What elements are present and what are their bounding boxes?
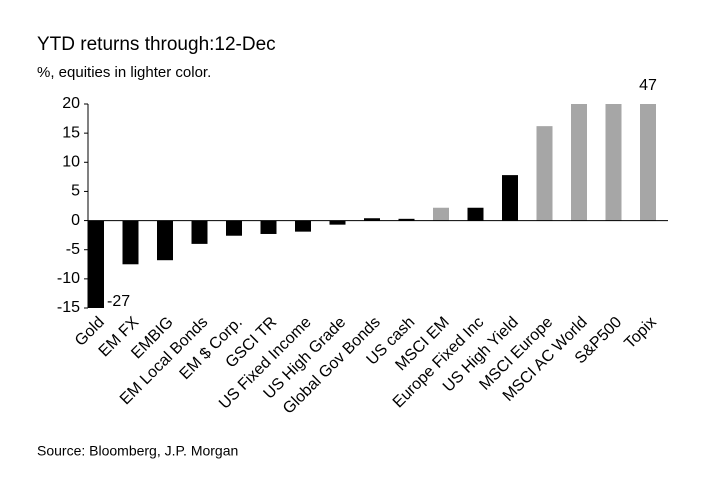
bar	[571, 104, 587, 221]
bar	[433, 207, 449, 221]
bar	[295, 220, 311, 232]
bar	[502, 175, 518, 221]
bar	[157, 220, 173, 261]
y-tick-label: -10	[57, 270, 80, 287]
bar	[536, 126, 553, 221]
bar	[364, 218, 380, 221]
y-tick-label: -15	[57, 299, 80, 316]
bar	[640, 104, 656, 221]
data-label: -27	[107, 293, 130, 310]
y-tick-label: 5	[71, 183, 80, 200]
bar	[260, 220, 277, 234]
y-tick-label: 15	[62, 124, 80, 141]
y-tick-label: -5	[66, 241, 80, 258]
y-tick-label: 20	[62, 95, 80, 112]
bar	[88, 220, 104, 308]
chart-title: YTD returns through:12-Dec	[37, 34, 276, 55]
bar	[467, 207, 484, 221]
x-tick-label: Topix	[621, 314, 659, 352]
bar	[226, 220, 242, 236]
chart-subtitle: %, equities in lighter color.	[37, 64, 211, 81]
y-tick-label: 10	[62, 154, 80, 171]
y-tick-label: 0	[71, 212, 80, 229]
bar	[398, 218, 415, 221]
bar	[122, 220, 139, 265]
bars	[88, 104, 656, 308]
bar	[605, 104, 622, 221]
bar	[329, 220, 346, 225]
source: Source: Bloomberg, J.P. Morgan	[37, 443, 238, 459]
data-label: 47	[639, 77, 657, 94]
bar	[191, 220, 208, 244]
